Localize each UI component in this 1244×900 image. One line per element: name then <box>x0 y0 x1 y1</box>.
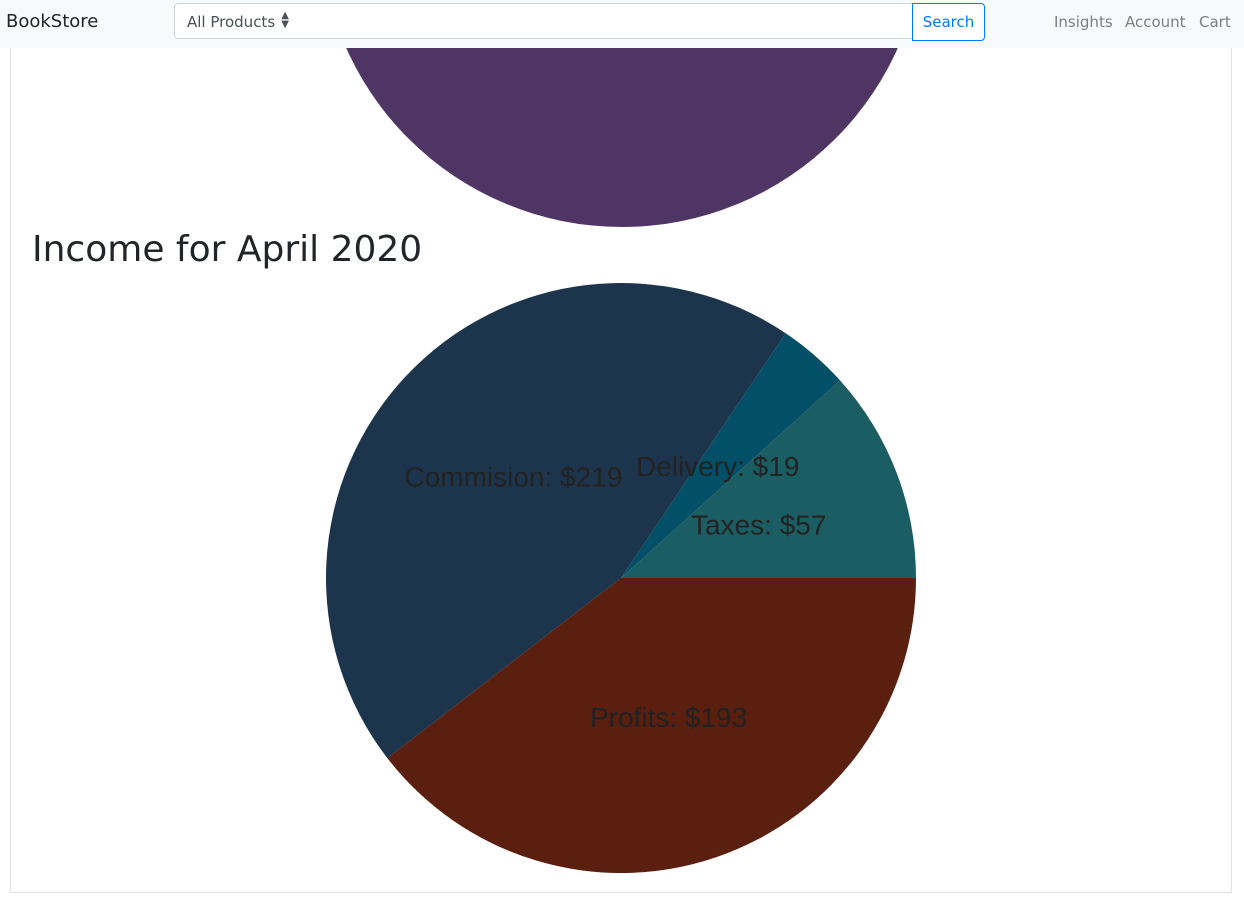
content-card <box>10 48 1232 893</box>
nav-link-insights[interactable]: Insights <box>1054 13 1113 31</box>
pie-slice-commision <box>326 283 786 759</box>
pie-label-profits: Profits: $193 <box>590 702 747 733</box>
pie-slice-taxes <box>621 380 916 578</box>
pie-slice-profits <box>387 578 916 873</box>
category-select-value: All Products <box>187 13 276 31</box>
select-caret-icon: ▲ ▼ <box>281 10 289 30</box>
search-button[interactable]: Search <box>912 3 985 41</box>
nav-link-cart[interactable]: Cart <box>1199 13 1231 31</box>
navbar: BookStore All Products ▲ ▼ Search Insight… <box>0 0 1244 48</box>
pie-label-commision: Commision: $219 <box>404 462 622 493</box>
brand-logo[interactable]: BookStore <box>6 11 99 32</box>
page-title: Income for April 2020 <box>32 229 423 270</box>
search-input[interactable] <box>299 3 913 39</box>
pie-slice-delivery <box>621 333 841 578</box>
category-select[interactable]: All Products ▲ ▼ <box>174 3 300 39</box>
previous-pie-slice <box>329 0 915 227</box>
pie-label-delivery: Delivery: $19 <box>636 451 799 482</box>
nav-link-account[interactable]: Account <box>1125 13 1186 31</box>
pie-label-taxes: Taxes: $57 <box>691 510 826 541</box>
